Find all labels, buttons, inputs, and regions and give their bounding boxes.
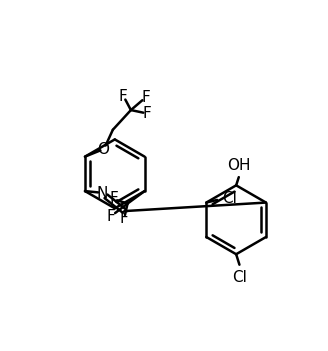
Text: F: F <box>143 106 152 121</box>
Text: F: F <box>120 211 129 226</box>
Text: F: F <box>107 208 115 224</box>
Text: Cl: Cl <box>222 191 237 206</box>
Text: OH: OH <box>227 158 251 173</box>
Text: F: F <box>110 191 118 206</box>
Text: F: F <box>118 89 127 104</box>
Text: O: O <box>97 142 109 157</box>
Text: Cl: Cl <box>232 270 247 285</box>
Text: F: F <box>141 90 150 105</box>
Text: N: N <box>96 186 108 200</box>
